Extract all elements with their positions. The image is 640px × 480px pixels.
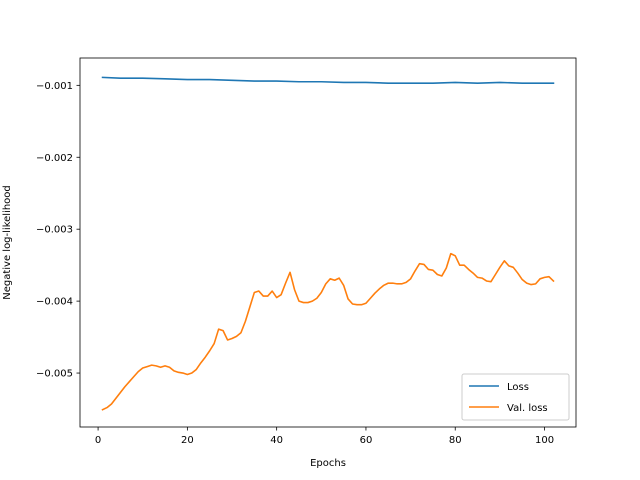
y-tick-label: −0.002 [36,153,73,164]
x-tick-label: 20 [181,435,194,446]
legend: Loss Val. loss [461,373,570,421]
x-tick-label: 40 [270,435,283,446]
y-axis: −0.005 −0.004 −0.003 −0.002 −0.001 [36,81,80,380]
y-tick-label: −0.001 [36,81,73,92]
x-tick-label: 80 [449,435,462,446]
series-line-loss [101,76,555,84]
y-tick-label: −0.005 [36,369,73,380]
y-axis-label: Negative log-likelihood [2,185,13,300]
y-tick-label: −0.003 [36,225,73,236]
x-axis-label: Epochs [310,458,346,469]
plot-area [80,58,576,427]
x-tick-label: 100 [535,435,554,446]
y-tick-label: −0.004 [36,297,73,308]
legend-label-loss: Loss [507,382,529,393]
x-axis: 0 20 40 60 80 100 [95,427,554,446]
x-tick-label: 60 [360,435,373,446]
legend-label-val-loss: Val. loss [507,403,548,414]
plot-frame [79,57,577,428]
series-line-val-loss [101,252,555,411]
x-tick-label: 0 [95,435,101,446]
series-layer [101,76,555,411]
